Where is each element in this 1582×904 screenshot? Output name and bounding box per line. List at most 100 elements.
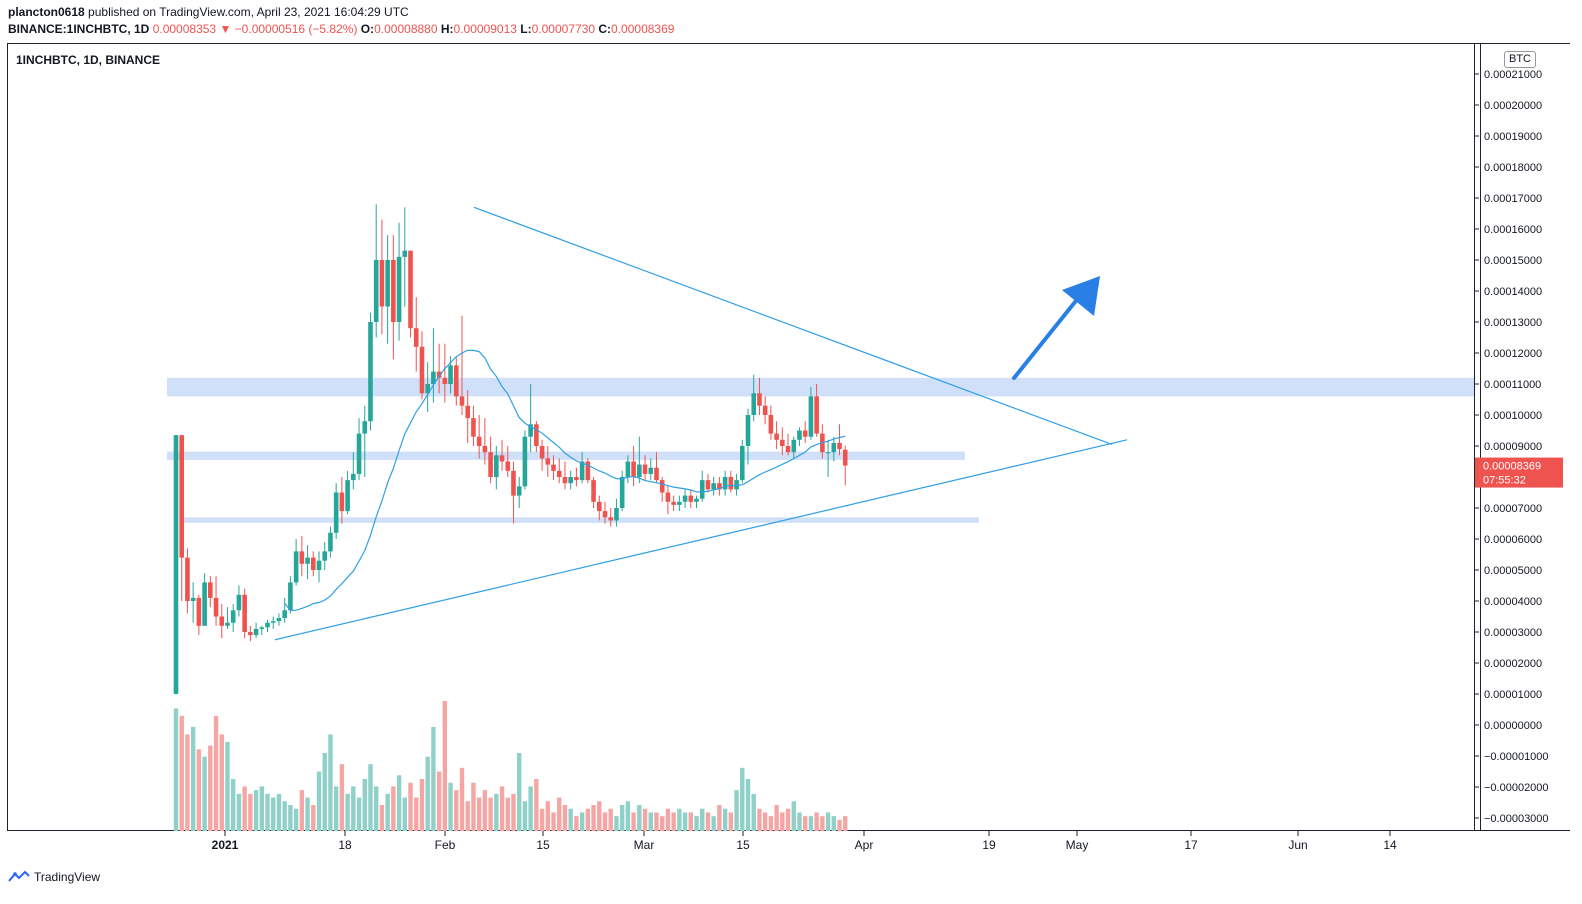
candle-body — [785, 446, 791, 453]
volume-bar — [339, 764, 345, 831]
volume-bar — [722, 808, 728, 831]
volume-bar — [671, 812, 676, 831]
candle-body — [379, 260, 385, 307]
candle-body — [757, 393, 762, 406]
price-tick-label: 0.00011000 — [1484, 379, 1541, 391]
candle-body — [259, 627, 265, 629]
candle-body — [471, 418, 476, 437]
candle-body — [762, 405, 768, 415]
candle-body — [310, 557, 316, 570]
candle-body — [602, 511, 608, 518]
volume-bar — [843, 816, 848, 831]
candle-body — [516, 486, 522, 496]
candle-body — [494, 455, 499, 477]
volume-bar — [551, 812, 556, 831]
volume-bar — [248, 793, 253, 831]
price-axis[interactable] — [1474, 43, 1570, 831]
volume-bar — [236, 793, 242, 831]
candle-body — [179, 435, 185, 558]
candle-body — [734, 480, 739, 490]
candle-body — [797, 430, 802, 440]
currency-label[interactable]: BTC — [1504, 51, 1536, 68]
volume-bar — [728, 812, 734, 831]
candle-body — [396, 256, 402, 322]
volume-bar — [396, 775, 402, 831]
candle-body — [574, 477, 579, 481]
volume-bar — [305, 797, 310, 831]
last-price-badge — [1475, 457, 1563, 488]
candle-body — [316, 560, 322, 570]
candle-body — [436, 371, 442, 378]
volume-bar — [597, 801, 602, 831]
open-label: O: — [360, 22, 375, 36]
volume-bar — [608, 808, 613, 831]
author-name[interactable]: plancton0618 — [8, 5, 85, 19]
candle-body — [568, 477, 573, 484]
candle-body — [551, 464, 556, 471]
volume-bar — [173, 708, 179, 831]
volume-bar — [665, 808, 671, 831]
volume-bar — [654, 812, 659, 831]
candle-body — [711, 483, 716, 490]
volume-bar — [579, 812, 585, 831]
candle-body — [408, 250, 413, 329]
last-price-label: 0.00008369 07:55:32 — [1475, 457, 1563, 488]
trendlines — [274, 206, 1128, 641]
volume-bar — [328, 734, 333, 831]
candle-body — [248, 632, 253, 636]
candle-body — [637, 464, 642, 477]
open-value: 0.00008880 — [374, 22, 438, 36]
moving-average-line — [284, 349, 846, 612]
volume-bar — [293, 808, 299, 831]
candle-body — [305, 557, 310, 564]
candle-body — [642, 464, 648, 474]
candle-body — [654, 467, 659, 481]
volume-bar — [631, 812, 636, 831]
volume-bar — [762, 812, 768, 831]
candle-body — [705, 480, 711, 490]
time-tick-label: 2021 — [212, 838, 239, 852]
candle-body — [774, 433, 779, 440]
high-label: H: — [440, 22, 454, 36]
candle-body — [448, 365, 453, 384]
tradingview-brand: TradingView — [34, 870, 101, 884]
arrow-shaft — [1012, 300, 1077, 380]
price-tick-label: 0.00007000 — [1484, 503, 1542, 515]
time-axis-ticks: 2021 18 Feb 15 Mar 15 Apr 19 May 17 Jun 14 — [212, 831, 1397, 852]
volume-bar — [419, 779, 425, 831]
time-tick-label: Jun — [1288, 838, 1307, 852]
candle-body — [534, 424, 539, 446]
volume-bar — [660, 816, 665, 831]
volume-bar — [311, 805, 316, 831]
low-label: L: — [520, 22, 532, 36]
price-change: −0.00000516 (−5.82%) — [234, 22, 358, 36]
candle-body — [225, 622, 230, 626]
candle-body — [236, 594, 242, 611]
volume-bar — [476, 797, 482, 831]
volume-bar — [465, 801, 470, 831]
volume-bar — [539, 808, 545, 831]
volume-bar — [225, 741, 230, 831]
arrow-head — [1062, 276, 1100, 316]
price-tick-label: 0.00005000 — [1484, 565, 1542, 577]
candle-body — [476, 436, 482, 446]
candle-body — [213, 597, 219, 617]
close-value: 0.00008369 — [611, 22, 675, 36]
candle-body — [373, 260, 379, 322]
price-zone — [184, 517, 979, 523]
footer-brand[interactable]: TradingView — [8, 870, 100, 884]
volume-bar — [356, 797, 362, 831]
candle-body — [413, 328, 419, 347]
candle-body — [739, 446, 745, 481]
candle-body — [482, 446, 488, 453]
volume-bar — [740, 767, 745, 831]
price-tick-label: 0.00006000 — [1484, 534, 1542, 546]
volume-bar — [454, 790, 459, 831]
price-axis-ticks: 0.00021000 0.00020000 0.00019000 0.00018000… — [1474, 69, 1549, 825]
candle-body — [528, 424, 533, 437]
publish-line: plancton0618 published on TradingView.co… — [8, 5, 409, 19]
time-tick-label: 18 — [338, 838, 352, 852]
candle-body — [385, 260, 390, 307]
price-tick-label: 0.00014000 — [1484, 286, 1542, 298]
